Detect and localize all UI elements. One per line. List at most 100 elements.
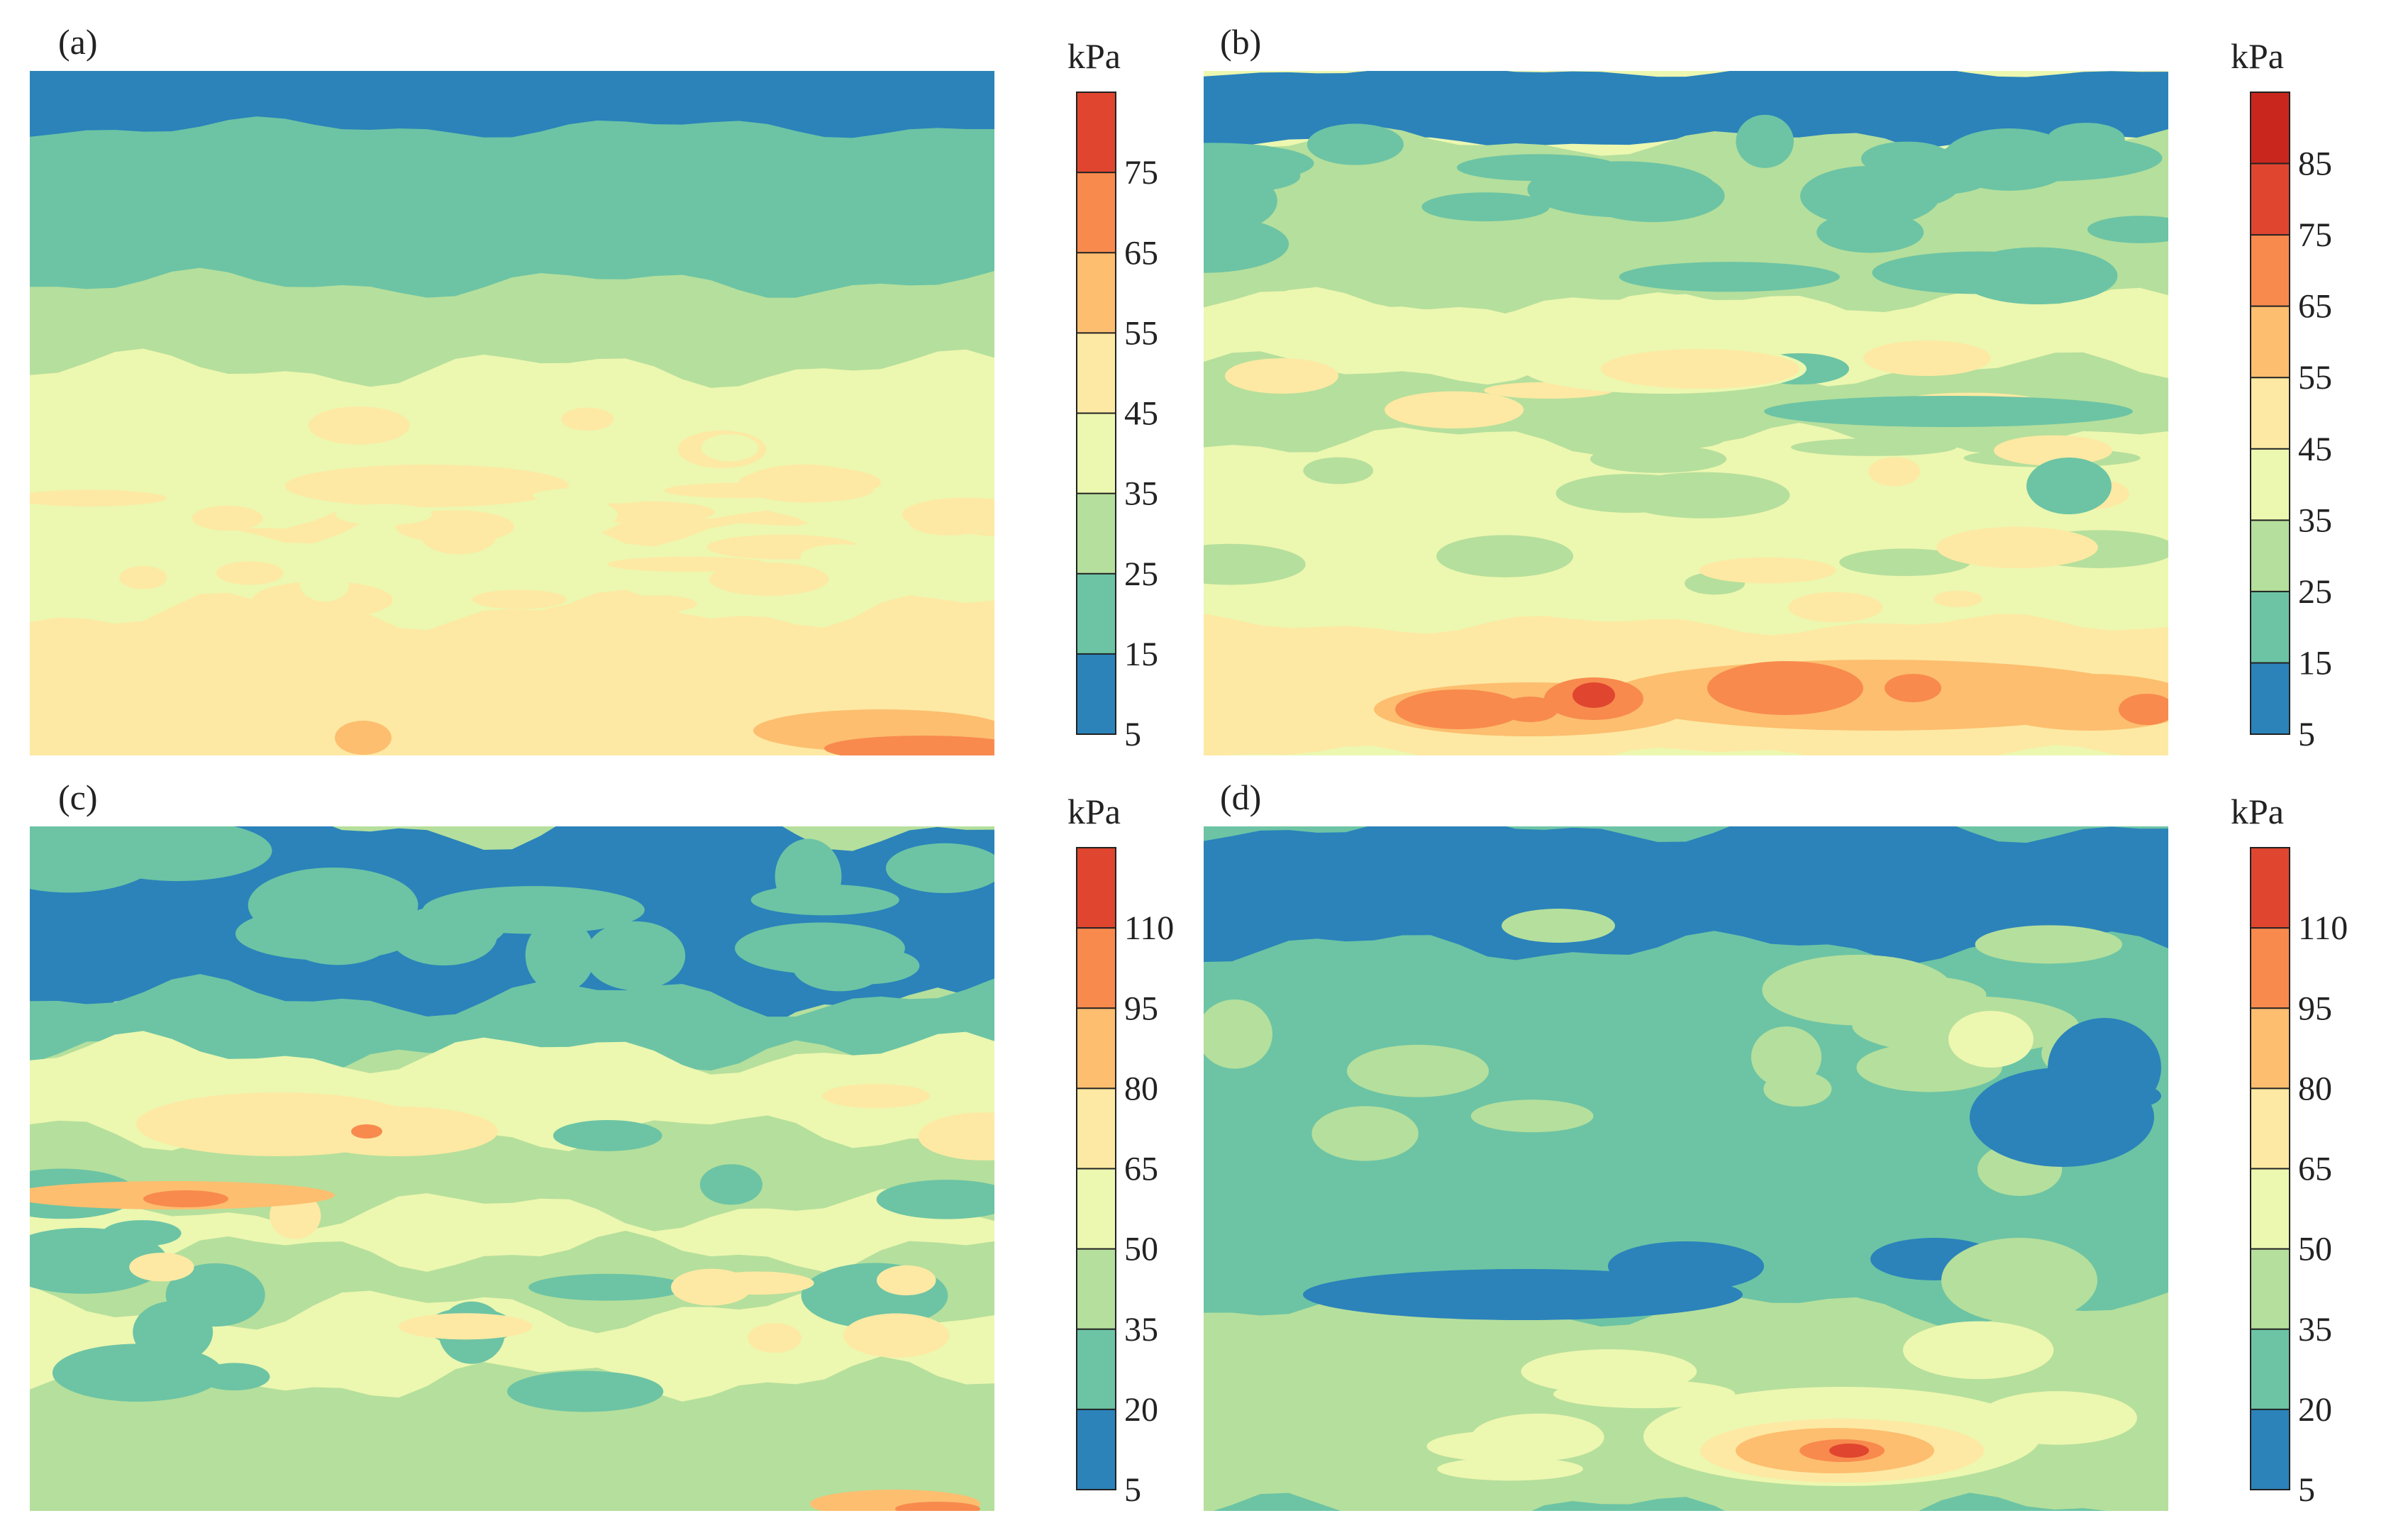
panel-d: (d) kPa 5 20 35 50 65 80 95 110 bbox=[1174, 755, 2362, 1518]
contour-band bbox=[30, 1187, 994, 1273]
contour-patch bbox=[1751, 1026, 1822, 1088]
colorbar-segment bbox=[2251, 377, 2290, 449]
contour-patch bbox=[532, 487, 667, 504]
colorbar: 5 20 35 50 65 80 95 110 bbox=[2250, 847, 2348, 1509]
contour-band bbox=[1204, 351, 2168, 456]
contour-patch bbox=[1791, 438, 1957, 456]
contour-patch bbox=[507, 1370, 664, 1412]
colorbar-segment bbox=[1077, 253, 1116, 333]
colorbar-tick-label: 45 bbox=[1124, 395, 1158, 433]
colorbar-segment bbox=[1077, 413, 1116, 494]
contour-patch bbox=[1948, 1011, 2034, 1068]
contour-patch bbox=[30, 489, 167, 506]
contour-patch bbox=[748, 1323, 801, 1353]
contour-patch bbox=[398, 1313, 533, 1340]
contour-patch bbox=[300, 567, 350, 602]
contour-patch bbox=[1829, 1444, 1869, 1458]
panel-c: (c) kPa 5 20 35 50 65 80 95 110 bbox=[0, 755, 1188, 1518]
colorbar-segment bbox=[1077, 573, 1116, 654]
contour-patch bbox=[1863, 340, 1991, 376]
contour-patch bbox=[553, 1120, 662, 1151]
panel-label: (c) bbox=[58, 777, 98, 817]
contour-patch bbox=[1502, 697, 1558, 722]
colorbar-segment bbox=[2251, 1168, 2290, 1249]
contour-patch bbox=[1966, 153, 2134, 178]
contour-patch bbox=[351, 1124, 382, 1139]
colorbar-segment bbox=[2251, 591, 2290, 663]
contour-patch bbox=[1590, 445, 1727, 473]
colorbar-tick-label: 95 bbox=[2298, 990, 2332, 1027]
contour-patch bbox=[561, 407, 614, 431]
colorbar-tick-label: 110 bbox=[2298, 909, 2348, 947]
panel-label: (d) bbox=[1220, 777, 1262, 817]
colorbar-tick-label: 5 bbox=[1124, 1471, 1141, 1509]
contour-patch bbox=[1521, 1349, 1697, 1394]
contour-patch bbox=[1764, 396, 2133, 427]
contour-patch bbox=[1204, 999, 1272, 1069]
colorbar-tick-label: 55 bbox=[1124, 314, 1158, 352]
contour-patch bbox=[701, 433, 759, 462]
contour-patch bbox=[2090, 1083, 2161, 1109]
colorbar-segment bbox=[2251, 163, 2290, 236]
contour-plot bbox=[1204, 826, 2168, 1511]
colorbar: 5 15 25 35 45 55 65 75 85 bbox=[2250, 92, 2332, 753]
contour-patch bbox=[1975, 925, 2123, 964]
contour-patch bbox=[1608, 1241, 1764, 1291]
contour-patch bbox=[1868, 457, 1921, 487]
contour-patch bbox=[682, 71, 796, 105]
colorbar-segment bbox=[1077, 1088, 1116, 1169]
contour-patch bbox=[843, 1313, 950, 1358]
colorbar-tick-label: 15 bbox=[2298, 644, 2332, 682]
colorbar-segment bbox=[1077, 1409, 1116, 1490]
colorbar-tick-label: 50 bbox=[2298, 1231, 2332, 1268]
contour-patch bbox=[199, 1363, 270, 1391]
contour-patch bbox=[1471, 1413, 1604, 1461]
contour-patch bbox=[1307, 123, 1404, 165]
contour-band bbox=[1204, 71, 2168, 148]
contour-patch bbox=[1891, 165, 1988, 195]
colorbar-tick-label: 20 bbox=[1124, 1391, 1158, 1429]
contour-patch bbox=[1788, 592, 1883, 623]
colorbar-tick-label: 25 bbox=[1124, 555, 1158, 593]
colorbar-tick-label: 65 bbox=[1124, 234, 1158, 272]
contour-plot bbox=[30, 71, 994, 755]
contour-patch bbox=[1470, 1099, 1594, 1133]
contour-patch bbox=[335, 504, 433, 526]
colorbar-segment bbox=[2251, 92, 2290, 164]
colorbar-segment bbox=[1077, 1168, 1116, 1249]
colorbar-segment bbox=[1077, 493, 1116, 574]
contour-patch bbox=[735, 922, 905, 975]
colorbar-tick-label: 45 bbox=[2298, 431, 2332, 468]
contour-patch bbox=[1572, 682, 1615, 708]
contour-patch bbox=[249, 448, 364, 470]
contour-patch bbox=[277, 894, 399, 965]
colorbar-segment bbox=[1077, 1248, 1116, 1329]
colorbar-segment bbox=[1077, 92, 1116, 173]
colorbar-tick-label: 5 bbox=[2298, 1471, 2315, 1509]
contour-patch bbox=[192, 505, 263, 531]
contour-patch bbox=[1707, 661, 1863, 715]
panel-label: (b) bbox=[1220, 22, 1262, 62]
contour-patch bbox=[1346, 1044, 1489, 1097]
colorbar-tick-label: 35 bbox=[2298, 502, 2332, 539]
contour-patch bbox=[1619, 262, 1840, 292]
contour-patch bbox=[1601, 349, 1799, 389]
colorbar-tick-label: 35 bbox=[2298, 1311, 2332, 1348]
contour-patch bbox=[895, 1502, 980, 1511]
colorbar-tick-label: 5 bbox=[1124, 716, 1141, 753]
contour-patch bbox=[528, 1273, 686, 1301]
contour-patch bbox=[1204, 143, 1314, 184]
contour-patch bbox=[877, 1265, 936, 1296]
colorbar-tick-label: 55 bbox=[2298, 359, 2332, 397]
contour-patch bbox=[133, 1301, 213, 1363]
contour-patch bbox=[1437, 1457, 1583, 1481]
colorbar-segment bbox=[1077, 333, 1116, 414]
colorbar-tick-label: 65 bbox=[2298, 1151, 2332, 1188]
contour-band bbox=[30, 116, 994, 316]
colorbar-segment bbox=[2251, 1409, 2290, 1490]
contour-plot bbox=[1204, 71, 2168, 755]
contour-patch bbox=[1303, 457, 1374, 484]
contour-patch bbox=[1204, 215, 1289, 273]
colorbar-segment bbox=[2251, 663, 2290, 734]
contour-patch bbox=[1527, 161, 1717, 218]
